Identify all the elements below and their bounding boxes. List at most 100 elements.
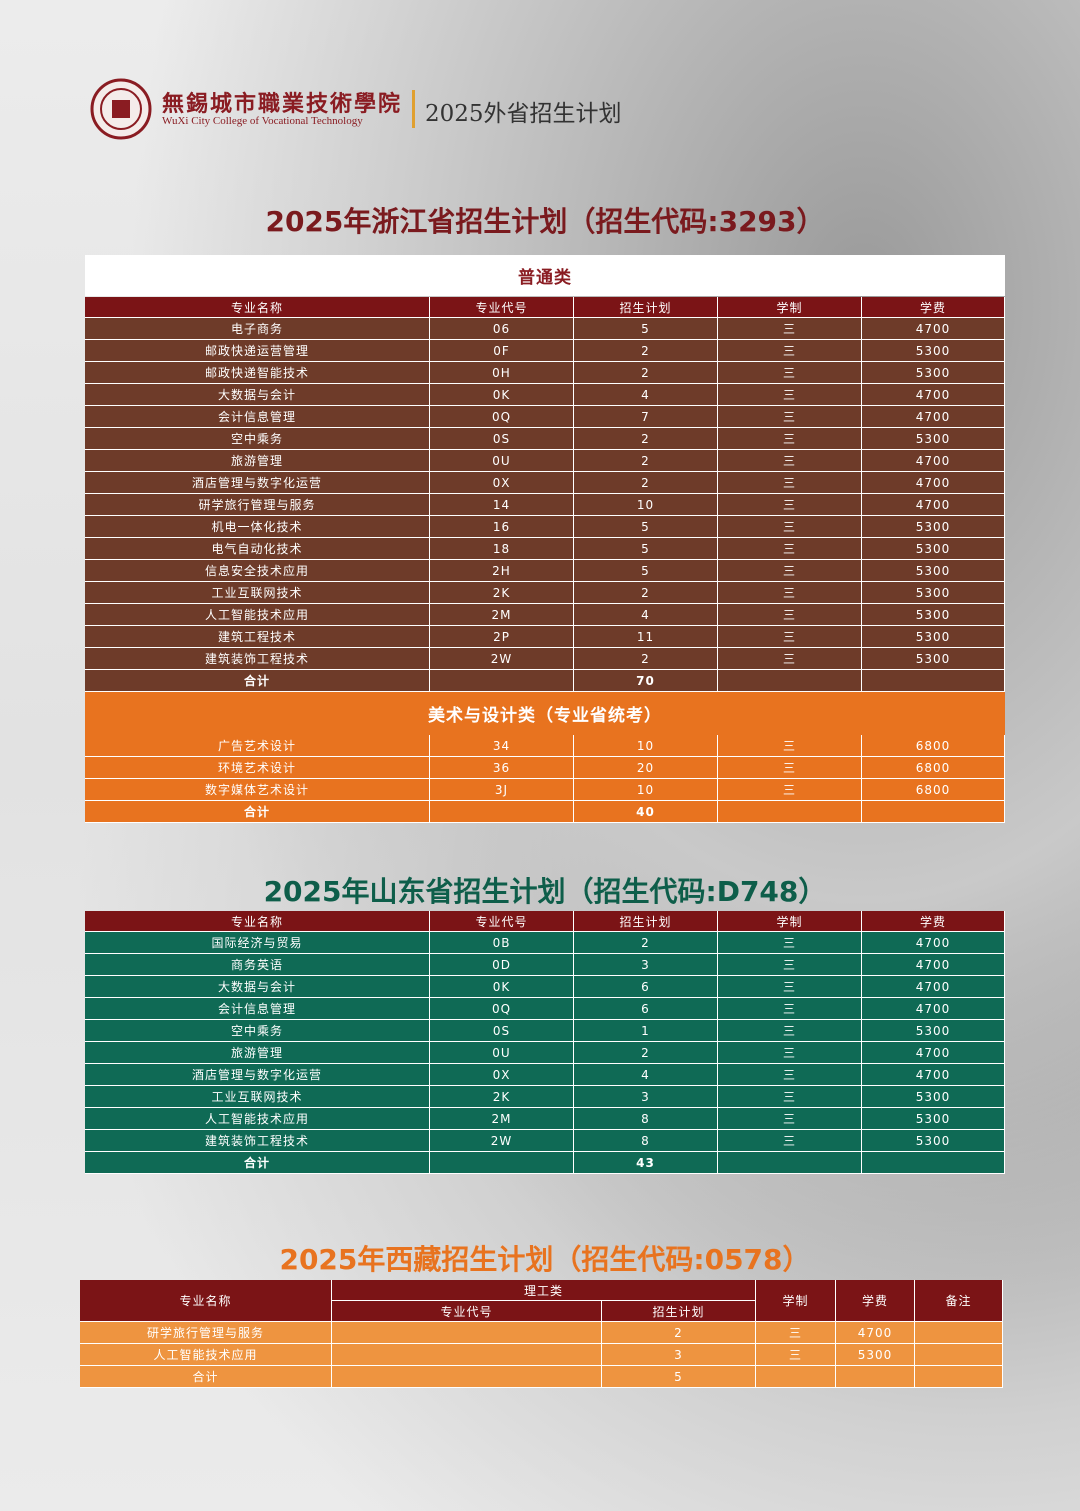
table-cell: 6800 [862, 757, 1005, 779]
table-cell: 4700 [862, 976, 1005, 998]
table-cell: 0U [430, 1042, 574, 1064]
table-cell: 三 [718, 472, 862, 494]
table-cell: 0D [430, 954, 574, 976]
table-cell: 2H [430, 560, 574, 582]
table-cell: 5300 [862, 340, 1005, 362]
table-cell: 5300 [862, 1086, 1005, 1108]
total-cell: 合计 [85, 801, 430, 823]
table-cell: 10 [574, 735, 718, 757]
table-cell: 三 [718, 932, 862, 954]
table-cell: 3 [602, 1344, 756, 1366]
logo [90, 78, 152, 140]
table-cell [332, 1344, 602, 1366]
table-cell: 国际经济与贸易 [85, 932, 430, 954]
table-cell: 建筑装饰工程技术 [85, 648, 430, 670]
section-title: 2025年西藏招生计划（招生代码:0578） [279, 1243, 811, 1276]
table-cell: 5300 [862, 428, 1005, 450]
table-cell: 8 [574, 1130, 718, 1152]
table-cell: 三 [718, 735, 862, 757]
table-cell: 合计 [80, 1366, 332, 1388]
column-header: 学费 [836, 1280, 915, 1322]
table-cell [332, 1322, 602, 1344]
table-cell: 4700 [862, 1064, 1005, 1086]
table-cell: 5 [574, 538, 718, 560]
column-header: 备注 [915, 1280, 1003, 1322]
table-cell: 11 [574, 626, 718, 648]
table-cell: 三 [718, 516, 862, 538]
table-cell: 4700 [862, 932, 1005, 954]
table-cell: 三 [718, 1042, 862, 1064]
column-header: 专业名称 [85, 911, 430, 932]
table-cell: 1 [574, 1020, 718, 1042]
table-cell: 三 [718, 954, 862, 976]
table-cell: 0K [430, 976, 574, 998]
table-cell: 旅游管理 [85, 1042, 430, 1064]
total-cell: 合计 [85, 670, 430, 692]
table-cell: 4700 [862, 954, 1005, 976]
table-cell: 4700 [862, 472, 1005, 494]
total-cell: 40 [574, 801, 718, 823]
group-title: 美术与设计类（专业省统考） [85, 692, 1005, 735]
group-title: 普通类 [85, 255, 1005, 296]
section-title: 2025年浙江省招生计划（招生代码:3293） [265, 205, 825, 238]
table-cell: 4 [574, 604, 718, 626]
table-cell: 5 [574, 318, 718, 340]
divider [412, 90, 415, 128]
table-cell: 6 [574, 998, 718, 1020]
page-title: 2025外省招生计划 [425, 101, 622, 127]
table-cell: 三 [718, 384, 862, 406]
table-cell: 0Q [430, 406, 574, 428]
total-cell [862, 670, 1005, 692]
table-cell: 三 [718, 757, 862, 779]
table-cell: 电子商务 [85, 318, 430, 340]
table-cell: 三 [718, 998, 862, 1020]
table-cell: 三 [718, 340, 862, 362]
table-cell [915, 1366, 1003, 1388]
table-cell: 2 [602, 1322, 756, 1344]
column-header: 专业代号 [430, 297, 574, 318]
column-header: 学制 [756, 1280, 836, 1322]
table-cell: 三 [718, 1086, 862, 1108]
table-cell: 0H [430, 362, 574, 384]
table-cell: 4700 [862, 406, 1005, 428]
table-cell: 2P [430, 626, 574, 648]
table-cell: 三 [718, 318, 862, 340]
column-header: 学费 [862, 297, 1005, 318]
table-cell [915, 1344, 1003, 1366]
table-cell: 数字媒体艺术设计 [85, 779, 430, 801]
table-cell: 10 [574, 494, 718, 516]
table-cell: 4 [574, 384, 718, 406]
table-cell: 大数据与会计 [85, 976, 430, 998]
table-cell: 酒店管理与数字化运营 [85, 472, 430, 494]
table-cell: 三 [718, 976, 862, 998]
table-cell: 5300 [862, 648, 1005, 670]
table-cell: 5300 [862, 582, 1005, 604]
column-header: 招生计划 [574, 297, 718, 318]
total-cell [862, 1152, 1005, 1174]
table-cell: 34 [430, 735, 574, 757]
column-header: 专业名称 [85, 297, 430, 318]
table-cell: 三 [718, 450, 862, 472]
table-cell: 人工智能技术应用 [85, 604, 430, 626]
table-cell: 3 [574, 954, 718, 976]
table-cell: 三 [718, 779, 862, 801]
total-cell [862, 801, 1005, 823]
table-cell [836, 1366, 915, 1388]
table-cell: 0U [430, 450, 574, 472]
table-cell: 5300 [862, 362, 1005, 384]
table-cell: 三 [718, 582, 862, 604]
table-cell: 0X [430, 472, 574, 494]
total-cell: 合计 [85, 1152, 430, 1174]
table-cell: 三 [718, 604, 862, 626]
table-cell: 三 [718, 362, 862, 384]
table-cell: 0S [430, 428, 574, 450]
table-cell: 2 [574, 472, 718, 494]
column-header: 学费 [862, 911, 1005, 932]
table-cell: 4700 [862, 1042, 1005, 1064]
table-cell: 10 [574, 779, 718, 801]
table-cell: 4700 [862, 450, 1005, 472]
total-cell [718, 1152, 862, 1174]
table-cell: 三 [718, 1064, 862, 1086]
table-cell [915, 1322, 1003, 1344]
